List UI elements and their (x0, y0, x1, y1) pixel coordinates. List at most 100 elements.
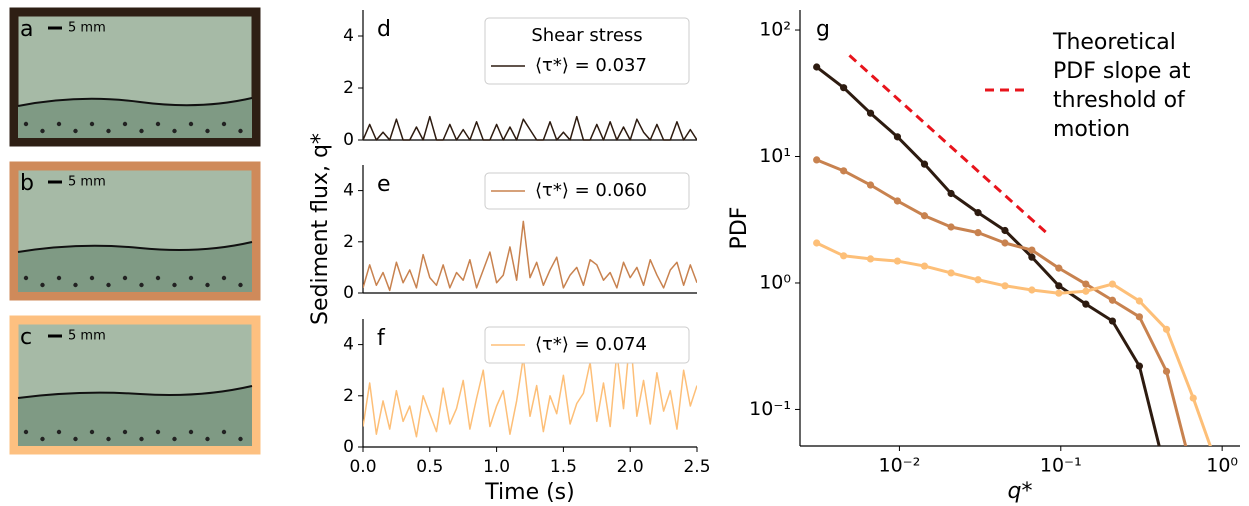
y-tick-label: 2 (343, 232, 354, 252)
marker (920, 212, 929, 220)
marker (1082, 287, 1090, 295)
x-tick-label: 2.5 (683, 457, 710, 477)
marker (866, 109, 875, 117)
marker (1001, 282, 1009, 290)
grain (89, 429, 95, 435)
x-tick-label: 2.0 (617, 457, 644, 477)
x-tick-label: 0.5 (416, 457, 443, 477)
marker (840, 167, 848, 175)
marker (1082, 300, 1090, 308)
grain (172, 282, 177, 288)
grain (40, 436, 45, 442)
legend-label: ⟨τ*⟩ = 0.060 (535, 180, 647, 201)
y-tick-label: 4 (343, 335, 354, 355)
panel-label: f (377, 326, 386, 351)
scale-label: 5 mm (68, 175, 106, 190)
marker (1135, 297, 1143, 305)
marker (1001, 239, 1009, 247)
marker (1028, 253, 1036, 261)
grain (139, 282, 144, 288)
grain (221, 275, 227, 281)
x-axis-label: Time (s) (484, 480, 574, 505)
grain (73, 436, 78, 442)
grain (205, 128, 210, 134)
legend-box (484, 172, 690, 210)
marker (974, 209, 982, 217)
marker (1055, 289, 1063, 297)
plot-area (363, 115, 697, 141)
grain (188, 429, 194, 435)
x-tick-label: 0.0 (349, 457, 376, 477)
y-tick-label: 4 (343, 26, 354, 46)
marker (1135, 362, 1143, 370)
marker (866, 255, 875, 263)
legend-box (484, 326, 690, 364)
bed-line (17, 97, 253, 107)
grain (23, 121, 29, 127)
y-tick-label: 0 (343, 283, 354, 303)
grain (155, 121, 161, 127)
marker (893, 133, 902, 141)
scale-label: 5 mm (68, 329, 106, 344)
grain (56, 121, 62, 127)
grain (221, 121, 227, 127)
marker (947, 223, 955, 231)
grain (40, 128, 45, 134)
grain (23, 429, 29, 435)
sediment-bed (18, 98, 252, 138)
x-tick-label: 10⁻² (879, 455, 921, 477)
marker (1028, 246, 1036, 254)
marker (1108, 280, 1117, 288)
bed-line (17, 241, 253, 253)
y-tick-label: 2 (343, 386, 354, 406)
grain (106, 128, 111, 134)
marker (840, 252, 848, 260)
x-tick-label: 10⁻¹ (1040, 455, 1082, 477)
x-tick-label: 1.5 (550, 457, 577, 477)
y-tick-label: 10¹ (759, 145, 791, 167)
x-axis-label: q* (1008, 479, 1033, 504)
marker (974, 276, 982, 284)
series-line (815, 65, 1161, 446)
y-axis-label: PDF (727, 207, 752, 250)
scale-label: 5 mm (68, 21, 106, 36)
grain (122, 121, 128, 127)
marker (1162, 325, 1171, 333)
y-tick-label: 10⁻¹ (749, 398, 791, 420)
grain (238, 128, 243, 134)
marker (1055, 282, 1063, 290)
grain (188, 275, 194, 281)
grain (122, 429, 128, 435)
panel-label: b (20, 171, 34, 196)
marker (1028, 286, 1036, 294)
panel-label: d (377, 17, 391, 42)
panel-label: c (20, 325, 32, 350)
grain (205, 436, 210, 442)
grain (172, 436, 177, 442)
marker (1001, 226, 1009, 235)
plot-area (363, 220, 697, 292)
grain (205, 282, 210, 288)
marker (893, 197, 902, 205)
marker (813, 239, 821, 247)
panel-label: a (20, 17, 33, 42)
marker (1162, 367, 1171, 375)
grain (139, 128, 144, 134)
marker (813, 63, 821, 71)
grain (89, 275, 95, 281)
grain (122, 275, 128, 281)
grain (73, 282, 78, 288)
series-line (363, 220, 697, 292)
grain (238, 436, 243, 442)
marker (974, 229, 982, 237)
grain (56, 429, 62, 435)
marker (813, 156, 821, 164)
x-tick-label: 10⁰ (1206, 455, 1238, 477)
grain (40, 282, 45, 288)
marker (1163, 472, 1170, 479)
y-tick-label: 10⁰ (759, 271, 791, 293)
legend-label: ⟨τ*⟩ = 0.074 (535, 334, 647, 355)
legend-label: ⟨τ*⟩ = 0.037 (535, 55, 647, 76)
